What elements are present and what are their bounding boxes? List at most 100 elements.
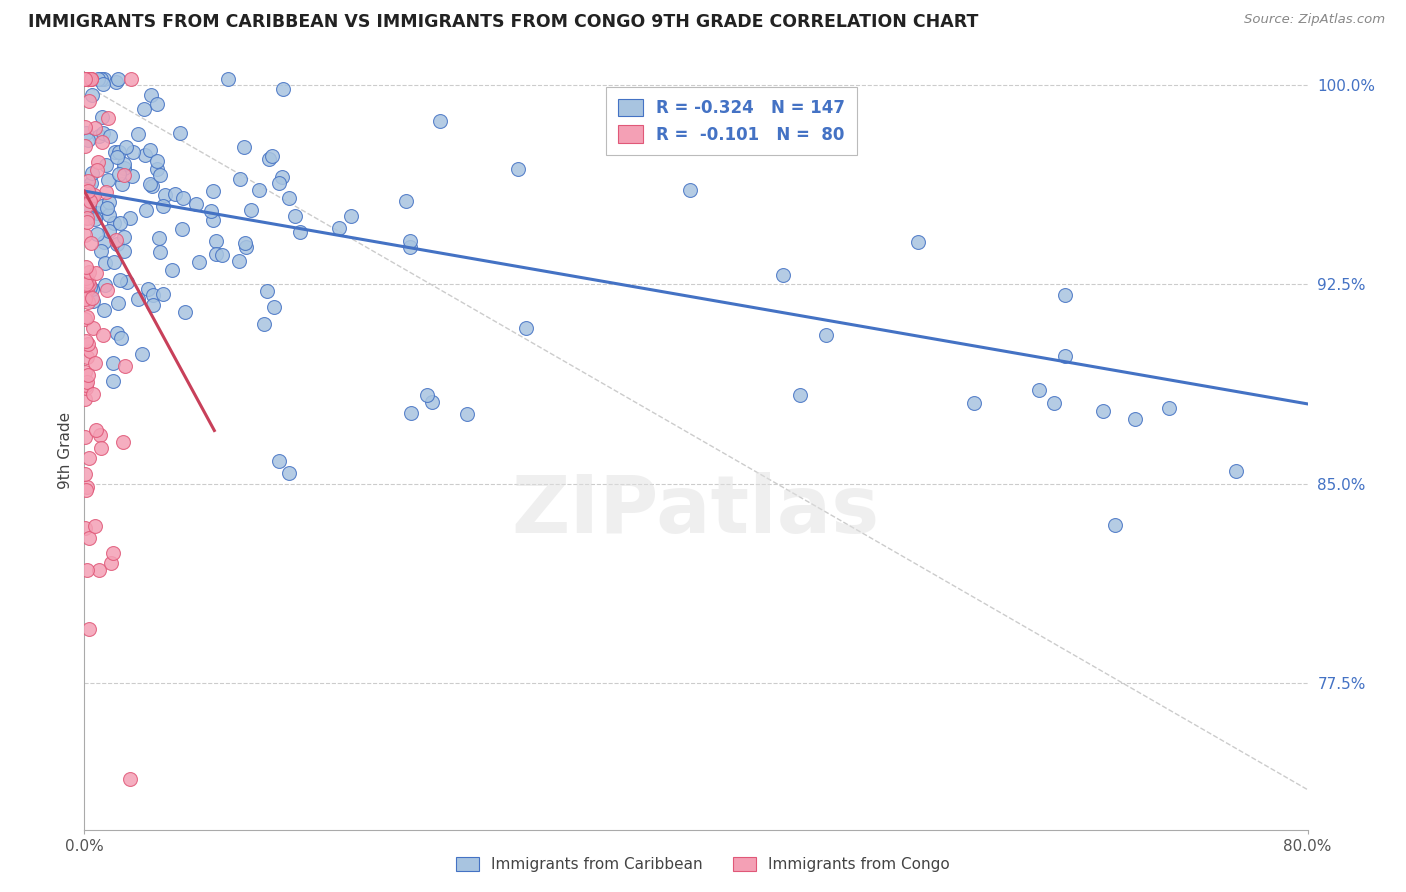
Point [271, 82, 294, 96]
Point [93, 78, 115, 92]
Point [80, 282, 103, 296]
Point [257, 153, 280, 167]
Point [75, 139, 97, 153]
Point [75, 204, 97, 219]
Point [232, 140, 254, 154]
Point [76, 215, 98, 229]
Point [82, 386, 104, 401]
Point [80, 291, 103, 305]
Point [83, 188, 105, 202]
Point [134, 147, 156, 161]
Legend: Immigrants from Caribbean, Immigrants from Congo: Immigrants from Caribbean, Immigrants fr… [449, 849, 957, 880]
Point [79, 194, 101, 208]
Point [1092, 404, 1115, 418]
Point [97, 111, 120, 125]
Point [108, 167, 131, 181]
Point [75, 120, 97, 135]
Point [87, 72, 110, 87]
Point [97, 173, 120, 187]
Point [76, 294, 98, 309]
Point [131, 347, 153, 361]
Point [121, 169, 143, 184]
Point [211, 248, 233, 262]
Point [77, 277, 100, 292]
Point [75, 483, 97, 498]
Point [87, 128, 110, 143]
Point [340, 210, 363, 224]
Point [77, 179, 100, 194]
Point [76, 72, 98, 87]
Point [79, 198, 101, 212]
Point [135, 203, 157, 218]
Point [79, 235, 101, 250]
Point [112, 161, 135, 175]
Point [75, 182, 97, 196]
Point [76, 563, 98, 577]
Point [77, 450, 100, 465]
Point [103, 217, 125, 231]
Point [84, 121, 107, 136]
Point [87, 155, 110, 169]
Point [127, 127, 149, 141]
Point [233, 235, 256, 250]
Point [678, 183, 700, 197]
Point [79, 280, 101, 294]
Point [515, 321, 537, 335]
Point [103, 255, 125, 269]
Point [75, 377, 97, 392]
Point [96, 284, 118, 298]
Point [82, 321, 104, 335]
Point [94, 186, 117, 200]
Point [79, 72, 101, 87]
Point [90, 72, 112, 87]
Point [76, 310, 98, 324]
Point [120, 772, 142, 787]
Point [187, 254, 209, 268]
Point [101, 546, 124, 560]
Point [77, 531, 100, 545]
Point [75, 126, 97, 140]
Point [75, 277, 97, 292]
Point [907, 235, 929, 250]
Point [75, 72, 97, 87]
Point [456, 407, 478, 421]
Point [77, 133, 100, 147]
Point [115, 275, 138, 289]
Point [235, 240, 257, 254]
Point [107, 145, 129, 159]
Point [101, 374, 124, 388]
Point [160, 263, 183, 277]
Point [86, 163, 108, 178]
Point [75, 467, 97, 481]
Point [75, 292, 97, 306]
Point [76, 184, 98, 198]
Point [75, 312, 97, 326]
Point [256, 284, 278, 298]
Point [90, 441, 112, 455]
Point [90, 244, 112, 259]
Point [93, 277, 115, 292]
Point [86, 206, 108, 220]
Point [269, 454, 291, 468]
Point [139, 88, 162, 103]
Point [76, 375, 98, 389]
Point [96, 157, 118, 171]
Point [75, 365, 97, 379]
Point [90, 199, 112, 213]
Point [263, 300, 285, 314]
Point [141, 179, 163, 194]
Point [75, 334, 97, 348]
Point [139, 178, 162, 192]
Point [149, 245, 172, 260]
Point [76, 204, 98, 219]
Point [75, 271, 97, 285]
Point [152, 199, 174, 213]
Point [91, 126, 114, 140]
Point [114, 140, 136, 154]
Point [114, 359, 136, 373]
Point [1053, 287, 1076, 301]
Point [1104, 517, 1126, 532]
Point [90, 110, 112, 124]
Text: ZIPatlas: ZIPatlas [512, 472, 880, 550]
Point [260, 149, 283, 163]
